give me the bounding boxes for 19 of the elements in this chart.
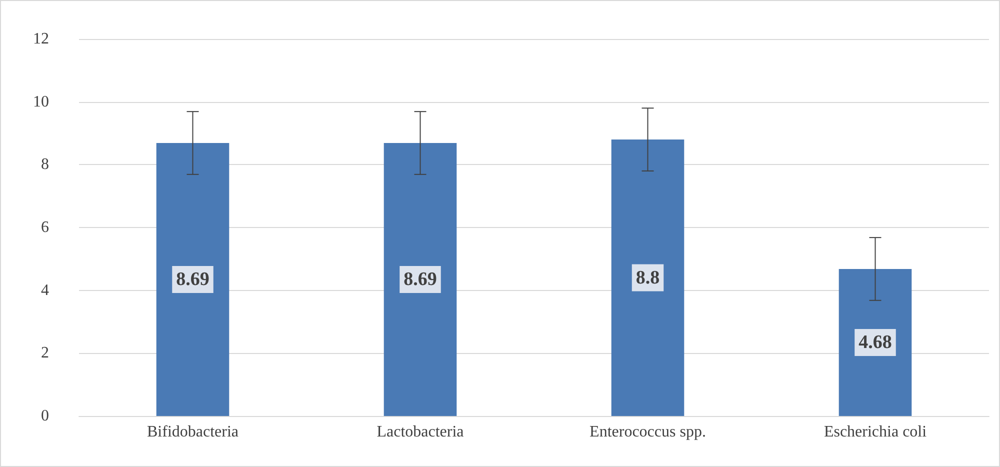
x-tick-label: Bifidobacteria bbox=[146, 424, 239, 440]
data-label: 8.69 bbox=[176, 268, 210, 290]
bar bbox=[611, 140, 684, 416]
y-tick-label: 4 bbox=[41, 282, 49, 299]
y-tick-label: 12 bbox=[33, 30, 49, 48]
bar bbox=[384, 142, 457, 416]
bar bbox=[838, 268, 912, 416]
bar bbox=[156, 142, 230, 416]
x-tick-label: Enterococcus spp. bbox=[590, 424, 706, 440]
y-tick-label: 6 bbox=[41, 219, 49, 236]
data-label: 4.68 bbox=[858, 332, 892, 353]
x-tick-label: Escherichia coli bbox=[824, 424, 928, 440]
y-tick-label: 8 bbox=[41, 156, 49, 174]
x-tick-label: Lactobacteria bbox=[376, 424, 464, 440]
y-tick-label: 0 bbox=[41, 408, 49, 424]
y-tick-label: 10 bbox=[33, 93, 49, 110]
data-label: 8.69 bbox=[404, 268, 437, 290]
y-tick-label: 2 bbox=[41, 344, 49, 362]
data-label: 8.8 bbox=[636, 267, 660, 288]
